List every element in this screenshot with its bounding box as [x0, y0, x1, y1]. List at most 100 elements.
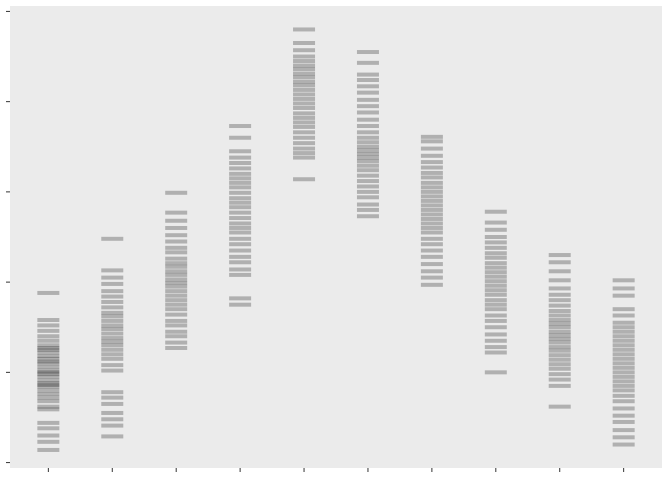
strip-dash	[548, 336, 571, 341]
strip-dash	[548, 366, 571, 371]
strip-dash	[484, 255, 507, 260]
strip-dash	[612, 388, 635, 393]
strip-dash	[420, 153, 443, 158]
strip-dash	[356, 110, 379, 115]
strip-dash	[229, 205, 252, 210]
strip-dash	[356, 151, 379, 156]
strip-dash	[548, 357, 571, 362]
strip-dash	[37, 323, 60, 328]
strip-dash	[37, 356, 60, 361]
strip-dash	[356, 90, 379, 95]
strip-dash	[612, 313, 635, 318]
strip-dash	[420, 242, 443, 247]
strip-dash	[484, 245, 507, 250]
strip-dash	[165, 190, 188, 195]
strip-dash	[356, 104, 379, 109]
strip-dash	[356, 179, 379, 184]
strip-dash	[37, 372, 60, 377]
strip-dash	[293, 120, 316, 125]
strip-dash	[420, 269, 443, 274]
strip-dash	[101, 336, 124, 341]
strip-dash	[37, 347, 60, 352]
strip-dash	[229, 176, 252, 181]
strip-dash	[484, 227, 507, 232]
strip-dash	[612, 356, 635, 361]
strip-dash	[293, 146, 316, 151]
strip-dash	[293, 27, 316, 32]
strip-dash	[229, 267, 252, 272]
strip-dash	[420, 180, 443, 185]
strip-dash	[37, 399, 60, 404]
strip-dash	[548, 313, 571, 318]
strip-dash	[101, 347, 124, 352]
strip-dash	[37, 392, 60, 397]
strip-dash	[356, 77, 379, 82]
strip-dash	[293, 63, 316, 68]
strip-dash	[37, 426, 60, 431]
strip-dash	[548, 377, 571, 382]
strip-dash	[356, 195, 379, 200]
strip-dash	[165, 318, 188, 323]
strip-dash	[37, 345, 60, 350]
strip-dash	[293, 135, 316, 140]
strip-dash	[165, 233, 188, 238]
strip-dash	[293, 87, 316, 92]
strip-dash	[356, 124, 379, 129]
strip-dash	[548, 345, 571, 350]
strip-dash	[356, 207, 379, 212]
strip-dash	[293, 101, 316, 106]
strip-dash	[37, 338, 60, 343]
strip-dash	[484, 279, 507, 284]
strip-dash	[229, 171, 252, 176]
strip-dash	[612, 361, 635, 366]
strip-dash	[548, 269, 571, 274]
strip-dash	[548, 383, 571, 388]
strip-dash	[548, 292, 571, 297]
strip-dash	[101, 299, 124, 304]
strip-dash	[612, 334, 635, 339]
strip-dash	[165, 334, 188, 339]
strip-dash	[101, 318, 124, 323]
strip-dash	[37, 420, 60, 425]
strip-dash	[229, 216, 252, 221]
strip-dash	[548, 308, 571, 313]
strip-dash	[420, 170, 443, 175]
strip-dash	[420, 194, 443, 199]
strip-dash	[356, 189, 379, 194]
strip-dash	[101, 294, 124, 299]
strip-dash	[165, 277, 188, 282]
strip-dash	[356, 130, 379, 135]
strip-dash	[548, 329, 571, 334]
strip-dash	[548, 362, 571, 367]
strip-dash	[548, 353, 571, 358]
strip-dash	[165, 264, 188, 269]
strip-dash	[229, 210, 252, 215]
strip-dash	[612, 320, 635, 325]
strip-dash	[484, 261, 507, 266]
strip-dash	[420, 175, 443, 180]
strip-dash	[37, 404, 60, 409]
strip-dash	[165, 293, 188, 298]
strip-dash	[484, 307, 507, 312]
strip-dash	[612, 435, 635, 440]
strip-dash	[293, 59, 316, 64]
strip-dash	[37, 290, 60, 295]
strip-dash	[229, 230, 252, 235]
strip-dash	[612, 278, 635, 283]
strip-dash	[420, 282, 443, 287]
strip-dash	[420, 212, 443, 217]
strip-dash	[101, 401, 124, 406]
strip-dash	[293, 75, 316, 80]
strip-dash	[420, 146, 443, 151]
strip-dash	[420, 198, 443, 203]
strip-dash	[37, 374, 60, 379]
strip-dash	[101, 390, 124, 395]
strip-dash	[37, 361, 60, 366]
strip-dash	[229, 242, 252, 247]
strip-dash	[229, 155, 252, 160]
strip-dash	[612, 442, 635, 447]
strip-dash	[484, 292, 507, 297]
strip-dash	[293, 151, 316, 156]
strip-dash	[229, 248, 252, 253]
strip-dash	[548, 286, 571, 291]
